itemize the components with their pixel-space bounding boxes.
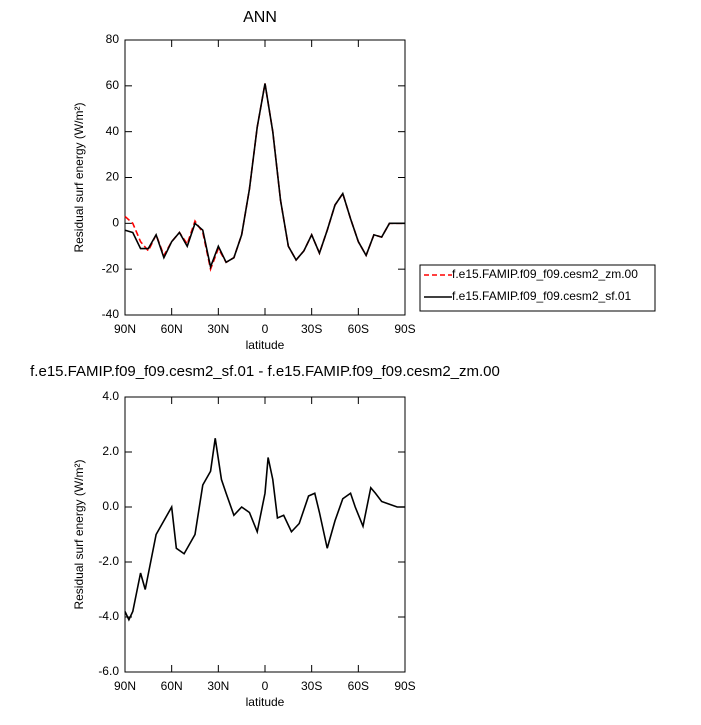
- x-tick-label: 30N: [207, 322, 229, 336]
- y-axis-label: Residual surf energy (W/m²): [72, 102, 86, 252]
- x-axis-label: latitude: [246, 338, 285, 352]
- x-tick-label: 90N: [114, 679, 136, 693]
- x-tick-label: 90S: [394, 322, 415, 336]
- x-tick-label: 30S: [301, 679, 322, 693]
- y-tick-label: 80: [106, 32, 120, 46]
- x-axis-label: latitude: [246, 695, 285, 709]
- y-tick-label: -6.0: [98, 664, 119, 678]
- x-tick-label: 90S: [394, 679, 415, 693]
- y-tick-label: 0: [112, 216, 119, 230]
- x-tick-label: 90N: [114, 322, 136, 336]
- x-tick-label: 60N: [161, 322, 183, 336]
- y-tick-label: -2.0: [98, 554, 119, 568]
- legend-box: [419, 264, 656, 312]
- x-tick-label: 0: [262, 322, 269, 336]
- data-line: [124, 83, 405, 270]
- y-tick-label: 0.0: [102, 499, 119, 513]
- chart-title: ANN: [243, 9, 277, 26]
- y-tick-label: 4.0: [102, 389, 119, 403]
- legend-label: f.e15.FAMIP.f09_f09.cesm2_zm.00: [452, 267, 638, 281]
- x-tick-label: 0: [262, 679, 269, 693]
- x-tick-label: 60S: [348, 322, 369, 336]
- legend-label: f.e15.FAMIP.f09_f09.cesm2_sf.01: [452, 289, 632, 303]
- plot-frame: [124, 39, 406, 316]
- y-tick-label: -20: [102, 261, 120, 275]
- data-line: [124, 83, 405, 273]
- y-tick-label: 20: [106, 170, 120, 184]
- x-tick-label: 60N: [161, 679, 183, 693]
- x-tick-label: 30N: [207, 679, 229, 693]
- y-axis-label: Residual surf energy (W/m²): [72, 459, 86, 609]
- plot-frame: [124, 396, 406, 673]
- y-tick-label: 40: [106, 124, 120, 138]
- y-tick-label: 60: [106, 78, 120, 92]
- y-tick-label: 2.0: [102, 444, 119, 458]
- x-tick-label: 60S: [348, 679, 369, 693]
- y-tick-label: -4.0: [98, 609, 119, 623]
- chart-title: f.e15.FAMIP.f09_f09.cesm2_sf.01 - f.e15.…: [30, 363, 500, 380]
- y-tick-label: -40: [102, 307, 120, 321]
- data-line: [124, 438, 405, 622]
- x-tick-label: 30S: [301, 322, 322, 336]
